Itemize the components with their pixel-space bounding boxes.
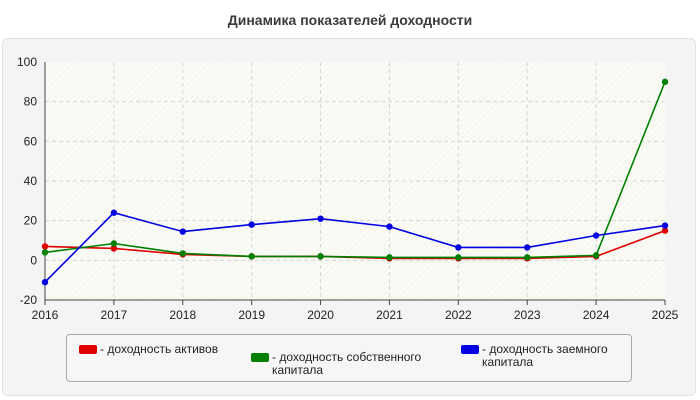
- legend-label-borrowed: - доходность заемного капитала: [482, 342, 608, 369]
- legend-item-assets: - доходность активов: [79, 343, 250, 356]
- data-point-s2-9: [661, 222, 669, 229]
- data-point-s0-9: [661, 227, 669, 234]
- data-point-s2-1: [110, 209, 118, 216]
- series-line-2: [44, 211, 666, 283]
- data-point-s2-3: [248, 221, 255, 228]
- data-point-s0-0: [41, 243, 49, 250]
- legend-item-equity: - доходность собственного капитала: [251, 343, 444, 377]
- y-tick-label: 100: [17, 55, 37, 69]
- data-point-s1-5: [386, 254, 393, 261]
- legend-item-borrowed: - доходность заемного капитала: [461, 343, 632, 369]
- data-point-s1-8: [592, 252, 600, 259]
- y-tick-label: 80: [24, 95, 38, 109]
- data-point-s1-4: [317, 253, 324, 260]
- x-tick-label: 2023: [514, 308, 541, 322]
- y-tick-label: 20: [24, 214, 38, 228]
- data-point-s1-0: [41, 249, 49, 256]
- data-point-s2-5: [386, 223, 393, 230]
- data-point-s1-6: [455, 254, 462, 261]
- data-point-s0-1: [110, 245, 118, 252]
- data-point-s2-8: [592, 232, 600, 239]
- data-point-s1-2: [179, 250, 186, 257]
- legend-swatch-borrowed: [461, 345, 479, 354]
- x-tick-label: 2025: [652, 308, 679, 322]
- y-tick-label: 60: [24, 134, 38, 148]
- y-tick-label: -20: [20, 293, 38, 307]
- series-line-1: [44, 81, 666, 259]
- data-point-s1-3: [248, 253, 255, 260]
- legend-label-equity: - доходность собственного капитала: [272, 350, 422, 377]
- x-tick-label: 2022: [445, 308, 472, 322]
- x-tick-label: 2017: [101, 308, 128, 322]
- data-point-s2-4: [317, 215, 324, 222]
- chart-legend: - доходность активов - доходность собств…: [66, 334, 632, 382]
- data-point-s2-6: [455, 244, 462, 251]
- data-point-s2-0: [41, 278, 49, 286]
- data-point-s2-2: [179, 228, 186, 235]
- data-point-s1-9: [661, 78, 669, 86]
- x-tick-label: 2018: [169, 308, 196, 322]
- x-tick-label: 2024: [583, 308, 610, 322]
- data-point-s1-1: [110, 240, 118, 247]
- x-tick-label: 2019: [238, 308, 265, 322]
- data-point-s1-7: [524, 254, 531, 261]
- legend-label-assets: - доходность активов: [100, 342, 219, 356]
- y-tick-label: 40: [24, 174, 38, 188]
- legend-swatch-equity: [251, 353, 269, 362]
- y-tick-label: 0: [30, 253, 37, 267]
- x-tick-label: 2021: [376, 308, 403, 322]
- chart-title: Динамика показателей доходности: [227, 12, 473, 28]
- x-tick-label: 2020: [307, 308, 334, 322]
- x-tick-label: 2016: [32, 308, 59, 322]
- data-point-s2-7: [524, 244, 531, 251]
- legend-swatch-assets: [79, 345, 97, 354]
